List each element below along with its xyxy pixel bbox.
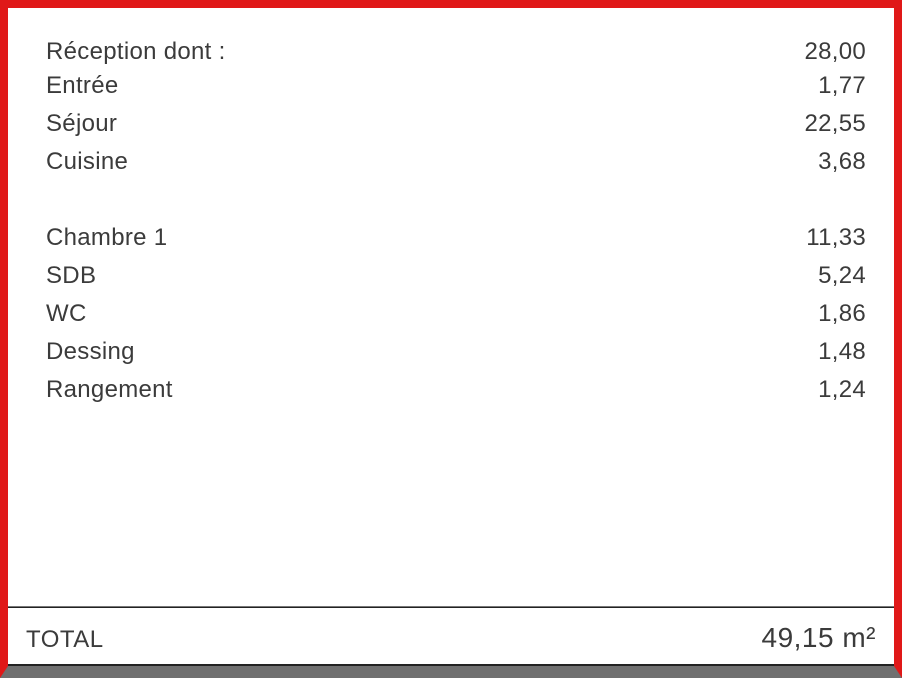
room-value: 5,24 [818, 262, 866, 290]
table-row: Réception dont : 28,00 [46, 38, 866, 66]
room-label: SDB [46, 262, 96, 290]
table-row: Chambre 1 11,33 [46, 224, 866, 252]
room-value: 1,77 [818, 72, 866, 100]
room-value: 1,86 [818, 300, 866, 328]
table-row: Séjour 22,55 [46, 110, 866, 138]
room-label: WC [46, 300, 87, 328]
table-row: Entrée 1,77 [46, 72, 866, 100]
room-value: 3,68 [818, 148, 866, 176]
room-label: Réception dont : [46, 38, 226, 66]
table-row: Dessing 1,48 [46, 338, 866, 366]
room-value: 22,55 [804, 110, 866, 138]
room-value: 1,48 [818, 338, 866, 366]
rooms-list: Réception dont : 28,00 Entrée 1,77 Séjou… [8, 8, 894, 607]
room-label: Chambre 1 [46, 224, 167, 252]
room-value: 11,33 [806, 224, 866, 252]
total-value: 49,15 m² [762, 622, 877, 654]
room-label: Rangement [46, 376, 173, 404]
room-label: Entrée [46, 72, 119, 100]
table-row: SDB 5,24 [46, 262, 866, 290]
table-row: Cuisine 3,68 [46, 148, 866, 176]
room-value: 1,24 [818, 376, 866, 404]
room-label: Séjour [46, 110, 117, 138]
total-label: TOTAL [26, 626, 104, 654]
document-frame: Réception dont : 28,00 Entrée 1,77 Séjou… [0, 0, 902, 678]
section-gap [46, 182, 866, 224]
total-row: TOTAL 49,15 m² [8, 607, 894, 666]
room-value: 28,00 [804, 38, 866, 66]
table-row: Rangement 1,24 [46, 376, 866, 404]
room-label: Dessing [46, 338, 135, 366]
table-row: WC 1,86 [46, 300, 866, 328]
room-label: Cuisine [46, 148, 128, 176]
